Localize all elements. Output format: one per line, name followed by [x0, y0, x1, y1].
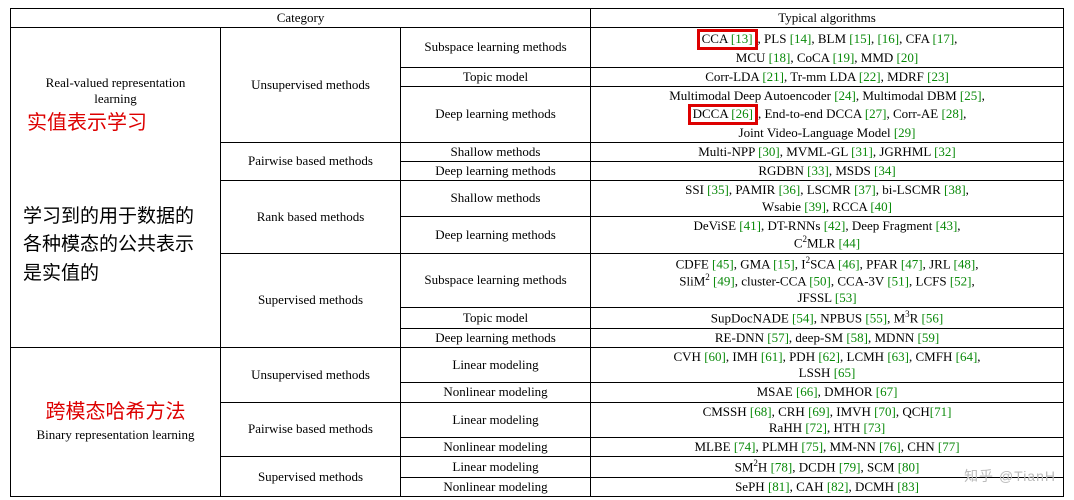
group-cell: Supervised methods	[221, 457, 401, 497]
method-cell: Topic model	[401, 308, 591, 329]
group-cell: Rank based methods	[221, 181, 401, 253]
section-en: Real-valued representation learning	[23, 75, 208, 108]
section-cell-bin: 跨模态哈希方法 Binary representation learning	[11, 347, 221, 496]
method-cell: Nonlinear modeling	[401, 383, 591, 402]
algorithms-cell: DeViSE [41], DT-RNNs [42], Deep Fragment…	[591, 216, 1064, 253]
algorithms-cell: CCA [13], PLS [14], BLM [15], [16], CFA …	[591, 28, 1064, 68]
method-cell: Deep learning methods	[401, 328, 591, 347]
method-cell: Linear modeling	[401, 402, 591, 438]
method-cell: Nonlinear modeling	[401, 477, 591, 496]
method-cell: Shallow methods	[401, 142, 591, 161]
algorithms-cell: CDFE [45], GMA [15], I2SCA [46], PFAR [4…	[591, 253, 1064, 307]
method-cell: Shallow methods	[401, 181, 591, 217]
group-cell: Unsupervised methods	[221, 347, 401, 402]
algorithms-cell: CVH [60], IMH [61], PDH [62], LCMH [63],…	[591, 347, 1064, 383]
table-row: Real-valued representation learning实值表示学…	[11, 28, 1064, 68]
algorithms-cell: Multi-NPP [30], MVML-GL [31], JGRHML [32…	[591, 142, 1064, 161]
section-cn-title: 实值表示学习	[27, 111, 147, 136]
table-row: 跨模态哈希方法Binary representation learningUns…	[11, 347, 1064, 383]
method-cell: Linear modeling	[401, 457, 591, 478]
method-cell: Subspace learning methods	[401, 28, 591, 68]
algorithms-cell: SupDocNADE [54], NPBUS [55], M3R [56]	[591, 308, 1064, 329]
section-cn-desc: 学习到的用于数据的各种模态的公共表示是实值的	[23, 203, 208, 289]
section-cn-title: 跨模态哈希方法	[19, 400, 212, 425]
section-en: Binary representation learning	[19, 427, 212, 443]
algorithms-cell: MLBE [74], PLMH [75], MM-NN [76], CHN [7…	[591, 438, 1064, 457]
algorithms-cell: CMSSH [68], CRH [69], IMVH [70], QCH[71]…	[591, 402, 1064, 438]
method-cell: Deep learning methods	[401, 162, 591, 181]
methods-table: Category Typical algorithms Real-valued …	[10, 8, 1064, 497]
group-cell: Pairwise based methods	[221, 402, 401, 457]
method-cell: Topic model	[401, 67, 591, 86]
header-category: Category	[11, 9, 591, 28]
section-cell-rv: Real-valued representation learning 实值表示学…	[11, 28, 221, 348]
algorithms-cell: MSAE [66], DMHOR [67]	[591, 383, 1064, 402]
algorithms-cell: RE-DNN [57], deep-SM [58], MDNN [59]	[591, 328, 1064, 347]
algorithms-cell: SePH [81], CAH [82], DCMH [83]	[591, 477, 1064, 496]
method-cell: Deep learning methods	[401, 216, 591, 253]
method-cell: Subspace learning methods	[401, 253, 591, 307]
algorithms-cell: RGDBN [33], MSDS [34]	[591, 162, 1064, 181]
algorithms-cell: Corr-LDA [21], Tr-mm LDA [22], MDRF [23]	[591, 67, 1064, 86]
header-algorithms: Typical algorithms	[591, 9, 1064, 28]
method-cell: Deep learning methods	[401, 87, 591, 143]
method-cell: Linear modeling	[401, 347, 591, 383]
algorithms-cell: Multimodal Deep Autoencoder [24], Multim…	[591, 87, 1064, 143]
group-cell: Supervised methods	[221, 253, 401, 347]
group-cell: Pairwise based methods	[221, 142, 401, 181]
group-cell: Unsupervised methods	[221, 28, 401, 143]
method-cell: Nonlinear modeling	[401, 438, 591, 457]
algorithms-cell: SSI [35], PAMIR [36], LSCMR [37], bi-LSC…	[591, 181, 1064, 217]
algorithms-cell: SM2H [78], DCDH [79], SCM [80]	[591, 457, 1064, 478]
